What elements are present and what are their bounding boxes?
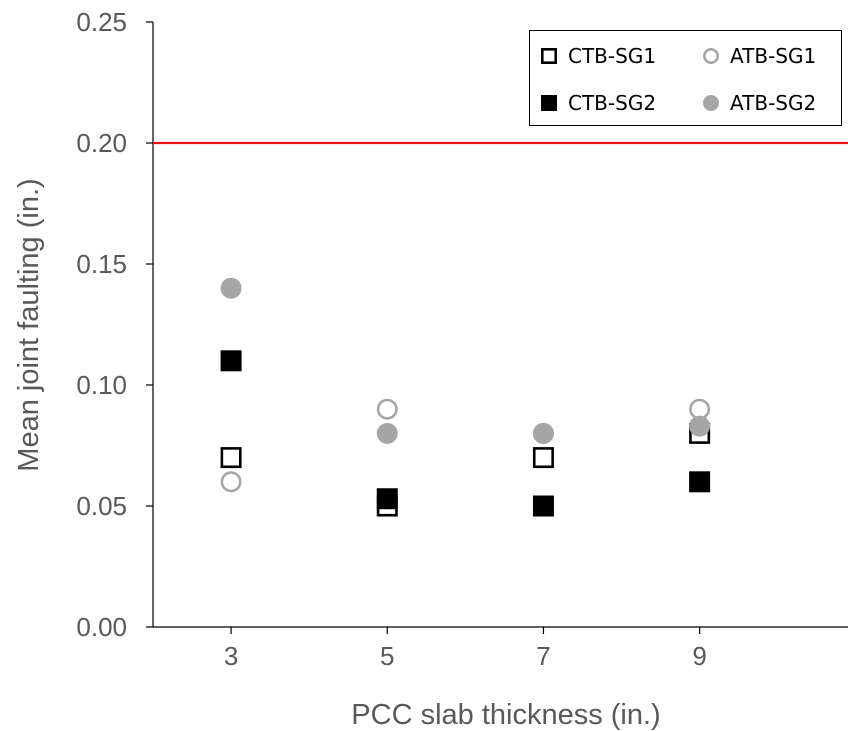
- y-tick-label: 0.25: [76, 7, 127, 37]
- legend-box: [529, 30, 842, 126]
- point-atb-sg1: [689, 398, 711, 420]
- legend: CTB-SG1 ATB-SG1 CTB-SG2 ATB-SG2: [529, 30, 842, 126]
- point-atb-sg2: [689, 415, 711, 437]
- x-axis-title: PCC slab thickness (in.): [351, 699, 660, 731]
- legend-marker-atb-sg2: [703, 95, 719, 111]
- point-atb-sg1: [220, 471, 242, 493]
- legend-label-ctb-sg2: CTB-SG2: [568, 91, 656, 115]
- legend-marker-ctb-sg2: [541, 95, 557, 111]
- legend-label-ctb-sg1: CTB-SG1: [568, 44, 656, 68]
- point-ctb-sg2: [376, 488, 398, 510]
- point-ctb-sg1: [220, 447, 242, 469]
- point-atb-sg2: [376, 422, 398, 444]
- point-atb-sg1: [376, 398, 398, 420]
- x-tick-label: 9: [692, 641, 706, 671]
- y-tick-label: 0.00: [76, 612, 127, 642]
- point-ctb-sg2: [220, 350, 242, 372]
- point-ctb-sg2: [689, 471, 711, 493]
- x-tick-label: 7: [536, 641, 550, 671]
- point-ctb-sg1: [532, 447, 554, 469]
- y-tick-label: 0.15: [76, 249, 127, 279]
- y-axis-title: Mean joint faulting (in.): [13, 178, 45, 471]
- legend-label-atb-sg1: ATB-SG1: [730, 44, 816, 68]
- axes: 0.00 0.05 0.10 0.15 0.20 0.25 3 5 7 9: [76, 7, 848, 671]
- point-ctb-sg2: [532, 495, 554, 517]
- point-atb-sg2: [220, 277, 242, 299]
- y-tick-label: 0.10: [76, 370, 127, 400]
- point-atb-sg2: [532, 422, 554, 444]
- legend-label-atb-sg2: ATB-SG2: [730, 91, 816, 115]
- legend-marker-ctb-sg1: [540, 47, 557, 64]
- y-tick-label: 0.05: [76, 491, 127, 521]
- x-tick-label: 3: [224, 641, 238, 671]
- legend-marker-atb-sg1: [702, 47, 719, 64]
- y-tick-label: 0.20: [76, 128, 127, 158]
- x-tick-label: 5: [380, 641, 394, 671]
- data-points: [220, 277, 711, 517]
